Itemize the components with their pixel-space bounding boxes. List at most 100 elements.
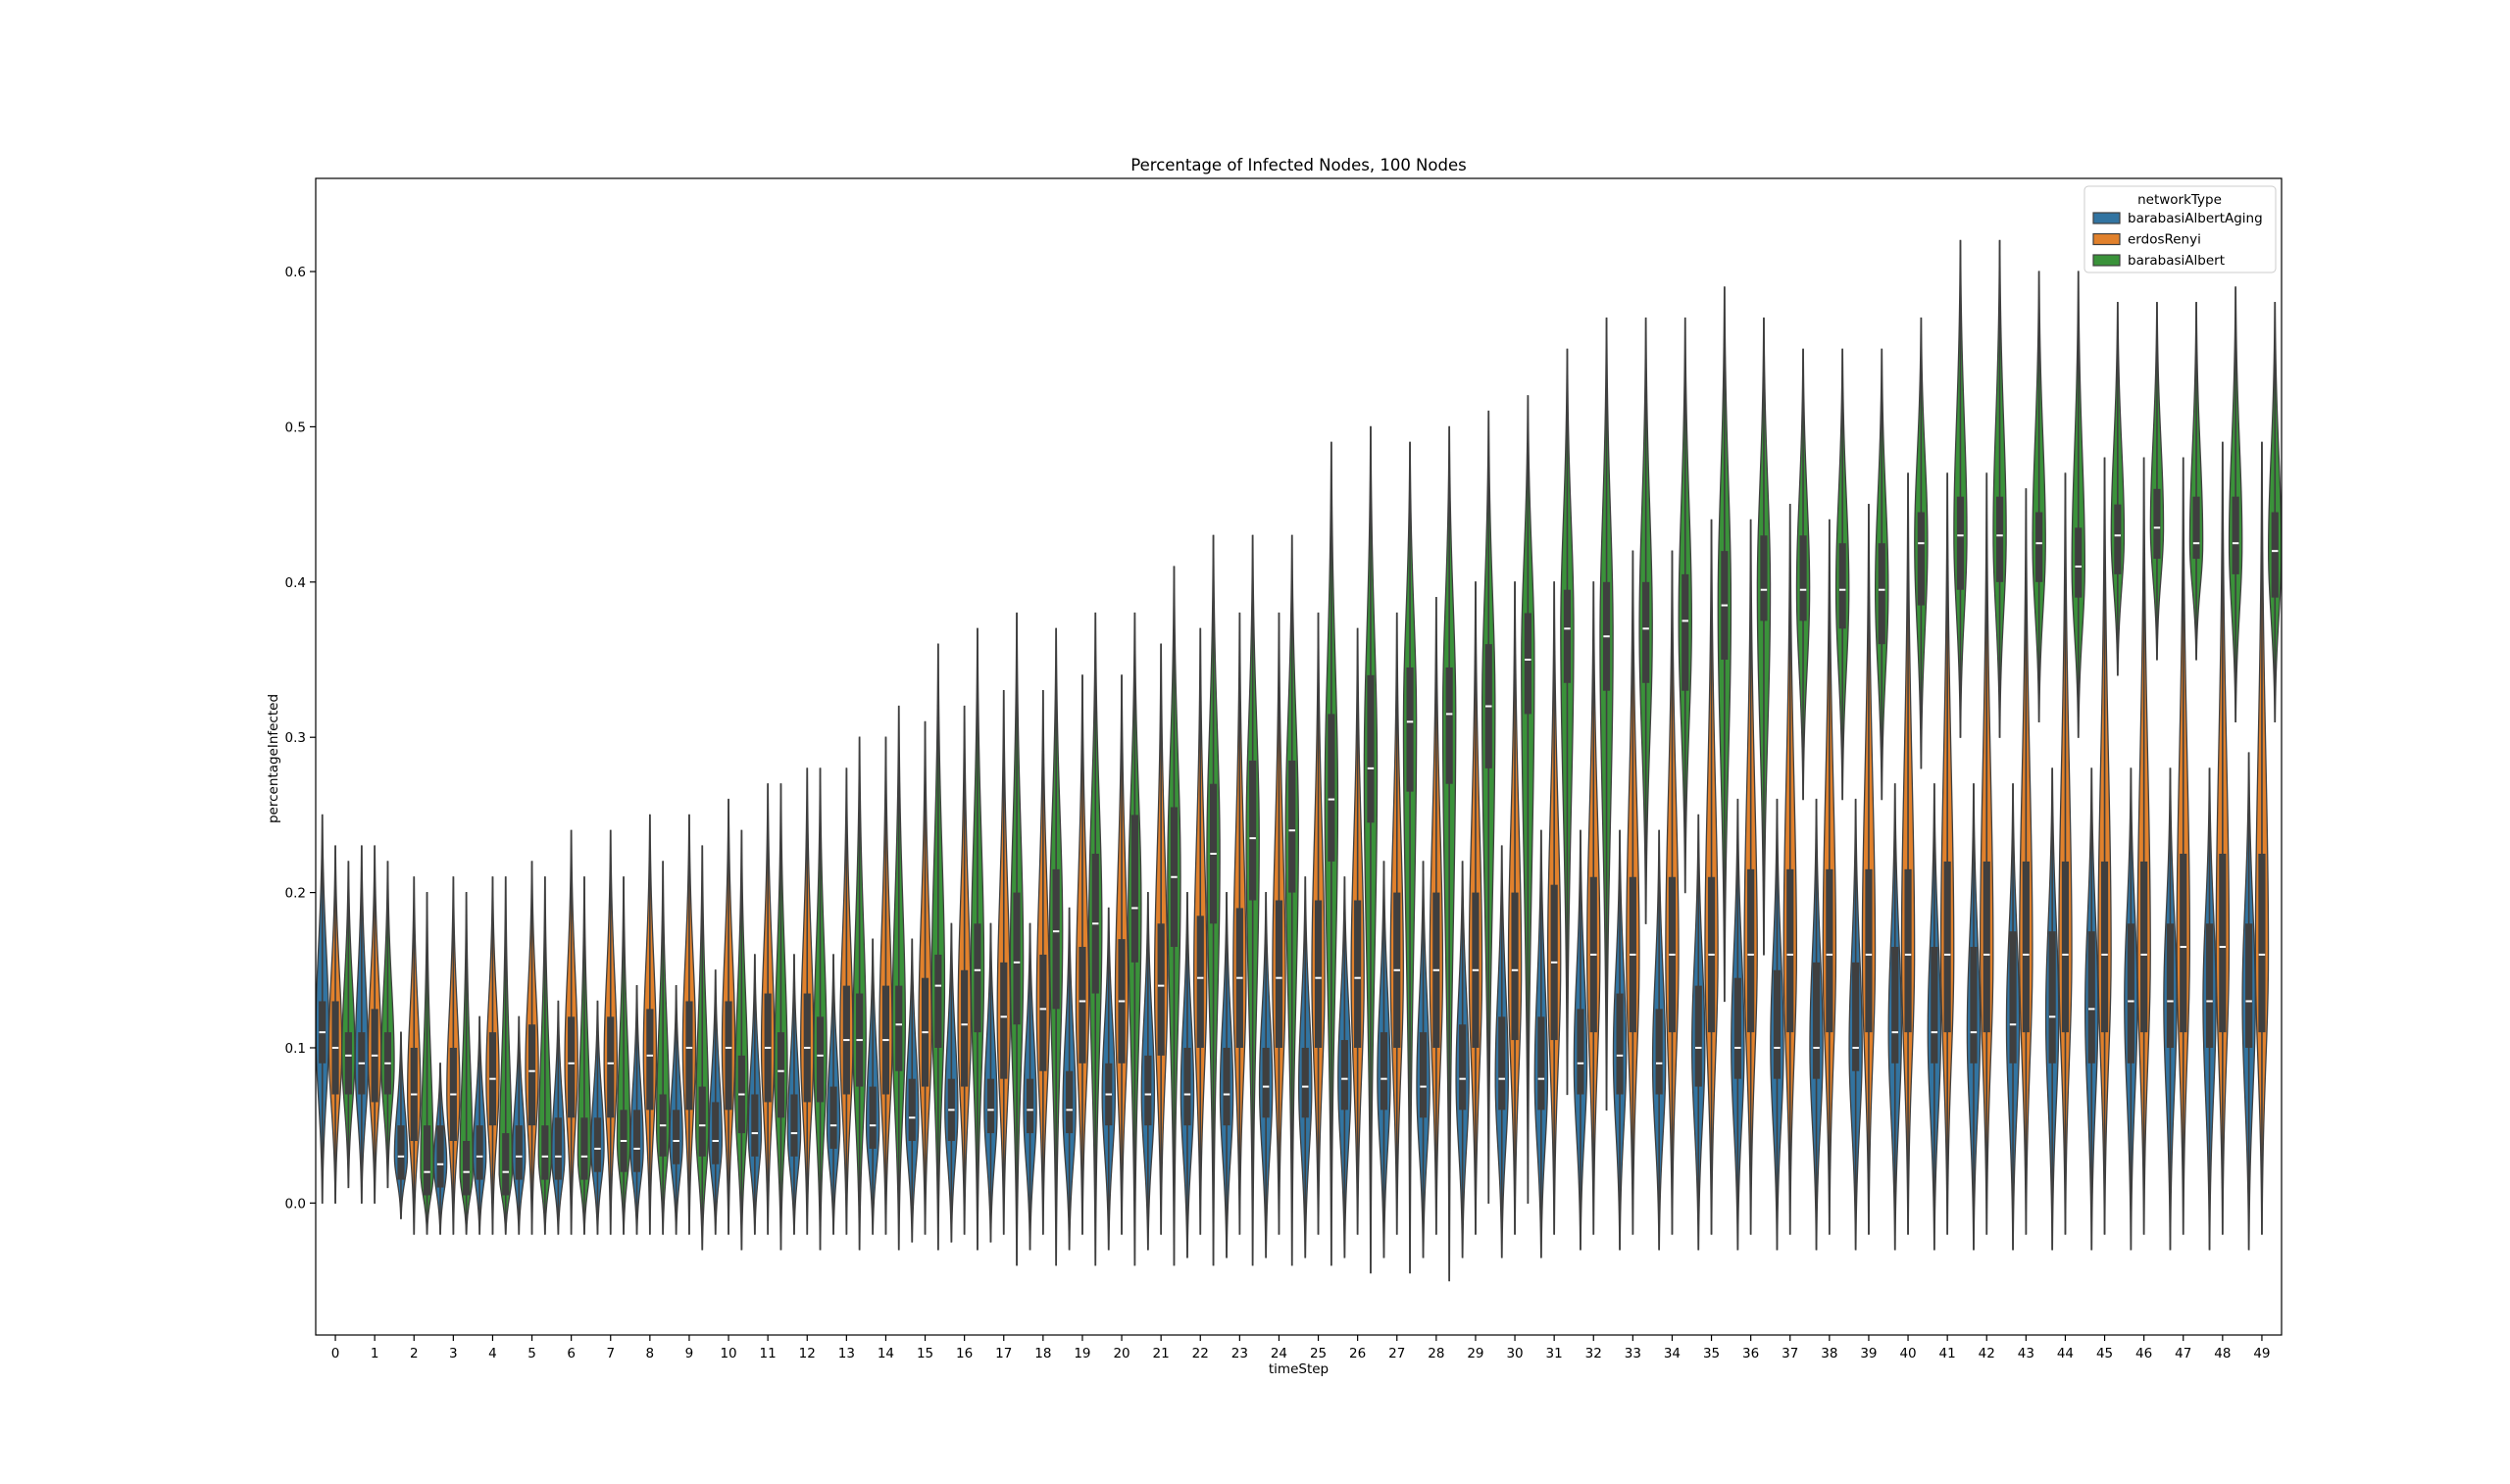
x-tick-label: 15 [917,1346,933,1361]
violin-iqr-box [1367,674,1375,823]
x-tick-label: 39 [1860,1346,1877,1361]
x-tick-label: 42 [1979,1346,1995,1361]
x-tick-label: 14 [878,1346,894,1361]
violin-iqr-box [777,1032,785,1118]
violin-iqr-box [712,1102,720,1164]
violin-iqr-box [1249,760,1257,901]
violin-iqr-box [1013,892,1021,1025]
violin-iqr-box [2219,853,2227,1033]
violin-iqr-box [1733,977,1741,1079]
violin-iqr-box [476,1125,483,1180]
violin-iqr-box [1328,714,1335,862]
x-tick-label: 5 [527,1346,536,1361]
violin-iqr-box [2140,861,2148,1033]
violin-iqr-box [1970,947,1978,1064]
violin-iqr-box [869,1086,877,1149]
x-tick-label: 41 [1939,1346,1956,1361]
legend-label-barabasiAlbertAging: barabasiAlbertAging [2128,211,2263,226]
y-tick-label: 0.3 [285,730,306,746]
legend-label-barabasiAlbert: barabasiAlbert [2128,253,2225,269]
violin-iqr-box [974,923,981,1033]
violin-iqr-box [1773,969,1782,1079]
violin-iqr-box [1157,923,1165,1056]
violin-iqr-box [2048,931,2056,1064]
x-tick-label: 30 [1506,1346,1523,1361]
x-tick-label: 22 [1192,1346,1209,1361]
violin-iqr-box [1537,1016,1545,1111]
violin-iqr-box [2114,504,2122,574]
violin-iqr-box [2232,496,2239,574]
x-tick-label: 29 [1467,1346,1483,1361]
violin-iqr-box [908,1078,916,1142]
violin-iqr-box [1642,581,1650,683]
x-tick-label: 33 [1625,1346,1641,1361]
violin-iqr-box [1563,589,1572,683]
violin-iqr-box [1511,892,1519,1041]
violin-iqr-box [986,1078,995,1134]
violin-iqr-box [2035,512,2043,582]
violin-iqr-box [1052,868,1060,1010]
x-tick-label: 13 [838,1346,855,1361]
x-tick-label: 12 [799,1346,816,1361]
legend-swatch-erdosRenyi [2092,232,2121,246]
x-tick-label: 37 [1782,1346,1798,1361]
violin-iqr-box [1917,512,1925,606]
violin-iqr-box [816,1016,825,1103]
x-tick-label: 4 [488,1346,497,1361]
violin-iqr-box [1223,1047,1230,1126]
violin-iqr-box [2205,923,2214,1048]
violin-iqr-box [1786,868,1794,1033]
violin-iqr-box [1183,1047,1191,1126]
x-axis-label: timeStep [1269,1361,1329,1377]
x-tick-label: 43 [2018,1346,2034,1361]
violin-iqr-box [1144,1055,1152,1126]
violin-iqr-box [673,1110,680,1164]
violin-iqr-box [1000,962,1008,1079]
x-tick-label: 2 [410,1346,419,1361]
violin-iqr-box [568,1016,576,1118]
violin-iqr-box [2166,923,2175,1048]
violin-iqr-box [1812,962,1821,1079]
violin-iqr-box [2153,488,2161,560]
violin-iqr-box [2100,861,2109,1033]
violin-iqr-box [1760,535,1768,621]
violin-iqr-box [2022,861,2030,1033]
violin-iqr-box [2075,527,2083,598]
violin-iqr-box [646,1009,654,1111]
x-tick-label: 7 [606,1346,615,1361]
violin-iqr-box [1380,1032,1388,1111]
x-tick-label: 3 [449,1346,458,1361]
y-tick-label: 0.1 [285,1041,306,1057]
violin-iqr-box [1838,543,1846,629]
legend-frame [2083,185,2277,273]
x-tick-label: 16 [956,1346,973,1361]
violin-iqr-box [698,1086,706,1157]
violin-iqr-box [515,1125,523,1180]
violin-iqr-box [1026,1078,1034,1134]
violin-iqr-box [593,1117,602,1172]
violin-iqr-box [751,1094,759,1157]
violin-iqr-box [2087,931,2095,1064]
y-tick-label: 0.0 [285,1196,306,1212]
violin-iqr-box [2127,923,2134,1064]
x-tick-label: 45 [2096,1346,2113,1361]
violin-iqr-box [1498,1016,1506,1111]
violin-iqr-box [397,1125,405,1180]
legend-label-erdosRenyi: erdosRenyi [2128,232,2201,248]
y-axis: 0.0 0.1 0.2 0.3 0.4 0.5 0.6 [285,265,316,1212]
violin-iqr-box [1066,1070,1074,1134]
violin-iqr-box [1799,535,1807,621]
violin-iqr-box [1406,667,1414,792]
x-tick-label: 46 [2135,1346,2152,1361]
plot-frame [315,177,2283,1336]
violin-iqr-box [1459,1024,1467,1111]
violin-iqr-box [580,1117,588,1180]
x-tick-label: 48 [2214,1346,2231,1361]
x-tick-label: 28 [1428,1346,1444,1361]
x-tick-label: 1 [371,1346,379,1361]
violin-iqr-box [502,1133,510,1196]
x-tick-label: 40 [1899,1346,1916,1361]
violin-iqr-box [1682,573,1689,691]
violin-iqr-box [961,969,969,1087]
violin-iqr-box [1196,915,1204,1048]
